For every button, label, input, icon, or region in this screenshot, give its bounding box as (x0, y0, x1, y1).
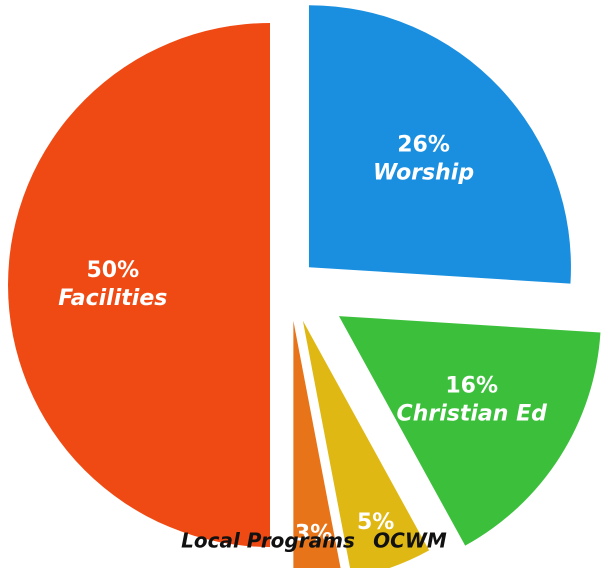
value-label: 3% (295, 522, 332, 547)
pie-slice (308, 5, 571, 284)
value-label: 5% (357, 510, 394, 535)
category-label: Local Programs (181, 529, 355, 553)
labels: 26% Worship 16% Christian Ed 5%OCWM 3%Local P… (58, 133, 547, 553)
value-label: 50% (86, 258, 139, 283)
category-label: OCWM (373, 529, 447, 553)
pie-slice (302, 320, 430, 568)
value-label: 16% (445, 373, 498, 398)
pie-slice (8, 23, 270, 547)
pie-slice (338, 316, 601, 546)
value-label: 26% (397, 133, 450, 158)
category-label: Facilities (58, 286, 167, 311)
slices (8, 5, 601, 568)
category-label: Worship (373, 161, 474, 186)
pie-slice (293, 320, 341, 568)
category-label: Christian Ed (397, 401, 548, 426)
